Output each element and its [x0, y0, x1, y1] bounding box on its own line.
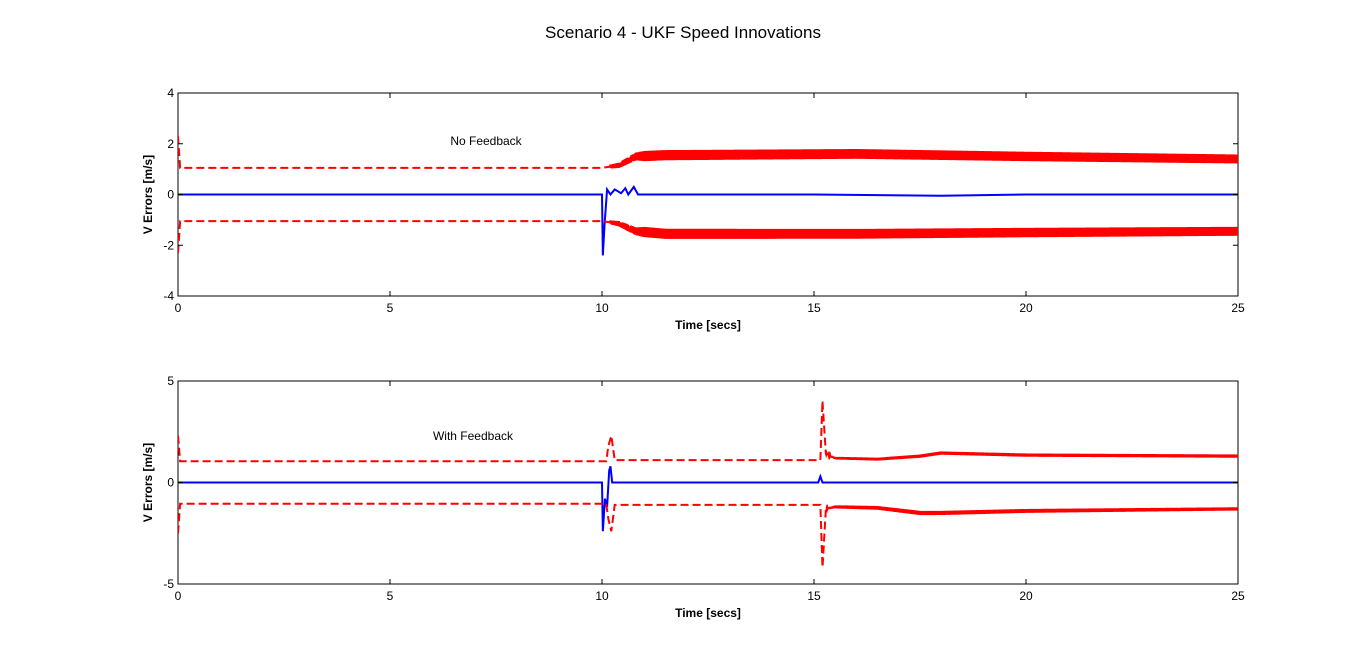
series-innovation: [178, 465, 1238, 532]
subplot-no-feedback: 0 5 10 15 20 25 -4 -2 0 2 4 Time [secs] V Errors [m/…: [141, 86, 1245, 332]
x-tick-label: 25: [1231, 589, 1245, 603]
y-axis-label: V Errors [m/s]: [141, 443, 155, 522]
x-tick-label: 10: [595, 589, 609, 603]
subplot-annotation: With Feedback: [433, 429, 514, 443]
y-axis-label: V Errors [m/s]: [141, 155, 155, 234]
x-tick-label: 15: [807, 301, 821, 315]
x-tick-label: 25: [1231, 301, 1245, 315]
y-tick-label: 2: [167, 137, 174, 151]
series-lower-bound: [178, 502, 1238, 568]
x-tick-label: 15: [807, 589, 821, 603]
figure-title: Scenario 4 - UKF Speed Innovations: [545, 23, 821, 42]
x-tick-label: 10: [595, 301, 609, 315]
subplot-annotation: No Feedback: [450, 134, 522, 148]
x-tick-label: 5: [387, 301, 394, 315]
x-tick-label: 20: [1019, 589, 1033, 603]
x-tick-label: 0: [175, 589, 182, 603]
x-tick-label: 20: [1019, 301, 1033, 315]
x-axis-label: Time [secs]: [675, 606, 741, 620]
series-innovation: [178, 185, 1238, 256]
y-tick-label: 0: [167, 476, 174, 490]
series-lower-bound: [178, 220, 1238, 253]
y-tick-label: 4: [167, 86, 174, 100]
y-tick-label: -4: [163, 289, 174, 303]
y-tick-label: -5: [163, 577, 174, 591]
series-upper-bound: [178, 400, 1238, 463]
series-upper-bound: [178, 136, 1238, 169]
x-tick-label: 5: [387, 589, 394, 603]
y-tick-label: 0: [167, 188, 174, 202]
y-tick-label: -2: [163, 238, 174, 252]
x-axis-label: Time [secs]: [675, 318, 741, 332]
y-tick-label: 5: [167, 374, 174, 388]
x-tick-label: 0: [175, 301, 182, 315]
